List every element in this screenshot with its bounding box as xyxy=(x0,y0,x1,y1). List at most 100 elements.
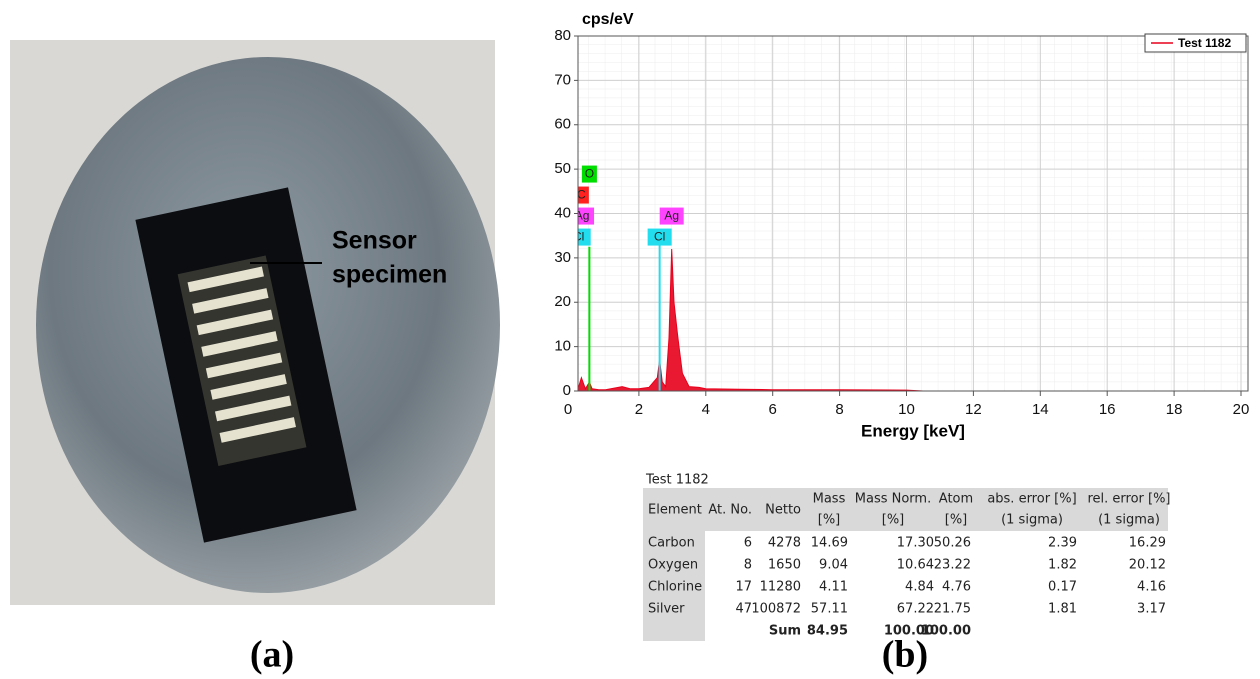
table-cell: 17.30 xyxy=(897,536,934,551)
x-tick-label: 4 xyxy=(702,401,710,418)
table-cell: 16.29 xyxy=(1129,536,1166,551)
x-tick-label: 12 xyxy=(965,401,982,418)
table-cell: 4278 xyxy=(768,536,801,551)
element-label: Ag xyxy=(664,209,679,223)
annotation: Sensor xyxy=(332,227,417,255)
table-header: Atom xyxy=(939,492,973,507)
x-tick-label: 2 xyxy=(635,401,643,418)
table-cell: 10.64 xyxy=(897,558,934,573)
x-tick-label: 20 xyxy=(1233,401,1250,418)
table-cell: 4.11 xyxy=(819,580,848,595)
y-tick-label: 30 xyxy=(554,249,571,266)
element-label: O xyxy=(585,167,594,181)
table-cell: 3.17 xyxy=(1137,602,1166,617)
panel-label: (a) xyxy=(250,634,294,676)
x-tick-label: 14 xyxy=(1032,401,1049,418)
legend-box xyxy=(1144,33,1247,53)
element-label-box xyxy=(578,207,595,225)
table-cell: Carbon xyxy=(648,536,695,551)
y-tick-label: 60 xyxy=(554,116,571,133)
element-label-box xyxy=(659,207,684,225)
table-cell: 21.75 xyxy=(934,602,971,617)
table-header: Mass xyxy=(813,492,846,507)
table-cell: Silver xyxy=(648,602,685,617)
table-cell: Oxygen xyxy=(648,558,698,573)
x-tick-label: 0 xyxy=(564,401,572,418)
table-cell: 57.11 xyxy=(811,602,848,617)
table-cell: 1650 xyxy=(768,558,801,573)
element-label-box xyxy=(647,228,672,246)
table-cell: 11280 xyxy=(760,580,801,595)
legend: Test 1182 xyxy=(1144,33,1247,53)
x-axis-label: Energy [keV] xyxy=(861,421,965,440)
x-tick-label: 10 xyxy=(898,401,915,418)
table-cell: 14.69 xyxy=(811,536,848,551)
element-label-box xyxy=(578,228,591,246)
panel-label: (b) xyxy=(882,634,928,676)
table-header: (1 sigma) xyxy=(1098,513,1160,528)
table-cell: Chlorine xyxy=(648,580,702,595)
table-cell: 4.76 xyxy=(942,580,971,595)
table-cell: 1.81 xyxy=(1048,602,1077,617)
table-cell: 67.22 xyxy=(897,602,934,617)
first-col-bg xyxy=(643,531,705,641)
table-cell: 23.22 xyxy=(934,558,971,573)
y-tick-label: 70 xyxy=(554,71,571,88)
electrodes xyxy=(187,266,296,443)
annotation: specimen xyxy=(332,261,447,289)
x-tick-label: 18 xyxy=(1166,401,1183,418)
table-header: rel. error [%] xyxy=(1087,492,1170,507)
spectrum xyxy=(578,248,1241,391)
table-header: [%] xyxy=(945,513,968,528)
table-cell: 6 xyxy=(744,536,752,551)
element-label: C xyxy=(577,188,586,202)
table-header: Element xyxy=(648,503,702,518)
table-cell: 8 xyxy=(744,558,752,573)
table-header: abs. error [%] xyxy=(987,492,1076,507)
table-sum: 84.95 xyxy=(807,624,848,639)
x-tick-label: 16 xyxy=(1099,401,1116,418)
element-label-box xyxy=(581,165,597,183)
header-bg xyxy=(643,488,1168,531)
y-tick-label: 20 xyxy=(554,293,571,310)
table-header: Mass Norm. xyxy=(855,492,931,507)
table-sum: 100.00 xyxy=(921,624,971,639)
element-label: Cl xyxy=(654,230,665,244)
table-cell: 0.17 xyxy=(1048,580,1077,595)
results-table: Test 1182 Element At. No. Netto Mass [%] Mass … xyxy=(643,473,1171,641)
table-cell: 2.39 xyxy=(1048,536,1077,551)
element-label: Cl xyxy=(573,230,584,244)
table-cell: 4.16 xyxy=(1137,580,1166,595)
y-tick-label: 80 xyxy=(554,27,571,44)
table-sum: Sum xyxy=(769,624,801,639)
y-tick-label: 50 xyxy=(554,160,571,177)
table-cell: 4.84 xyxy=(905,580,934,595)
table-cell: 47 xyxy=(735,602,752,617)
table-cell: 1.82 xyxy=(1048,558,1077,573)
table-header: (1 sigma) xyxy=(1001,513,1063,528)
table-header: At. No. xyxy=(708,503,752,518)
axes: 0 10 20 30 40 50 60 70 80 0 2 4 6 8 10 12 14 16 18 20 xyxy=(554,27,1249,418)
y-tick-label: 0 xyxy=(563,382,571,399)
table-cell: 50.26 xyxy=(934,536,971,551)
plot: OC Ag Cl Ag Cl xyxy=(573,165,1241,391)
sensor xyxy=(135,187,357,543)
table-sum: 100.00 xyxy=(884,624,934,639)
table-cell: 9.04 xyxy=(819,558,848,573)
x-tick-label: 6 xyxy=(769,401,777,418)
element-label: Ag xyxy=(575,209,590,223)
table-header: Netto xyxy=(765,503,801,518)
y-axis-label: cps/eV xyxy=(582,11,634,28)
table-header: [%] xyxy=(818,513,841,528)
element-label-box xyxy=(578,186,589,204)
table-header: [%] xyxy=(882,513,905,528)
table-cell: 17 xyxy=(735,580,752,595)
table-cell: 100872 xyxy=(751,602,801,617)
table-cell: 20.12 xyxy=(1129,558,1166,573)
x-tick-label: 8 xyxy=(835,401,843,418)
y-tick-label: 40 xyxy=(554,204,571,221)
legend-label: Test 1182 xyxy=(1178,36,1231,50)
y-tick-label: 10 xyxy=(554,338,571,355)
